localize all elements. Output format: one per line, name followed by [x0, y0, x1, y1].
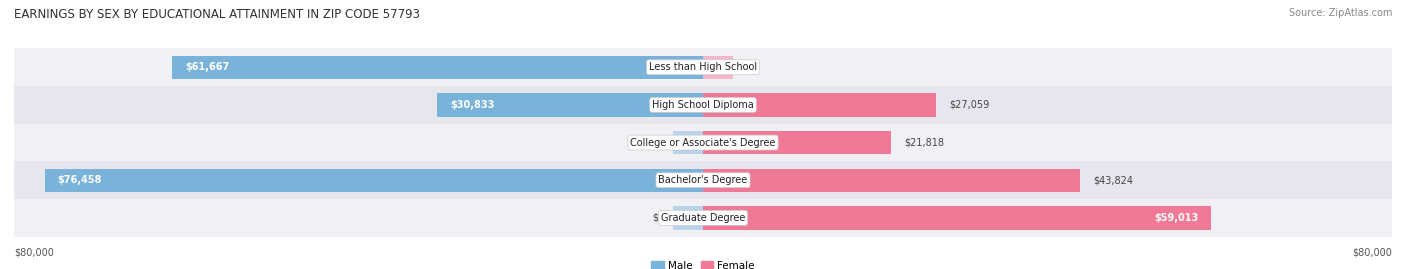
- Bar: [703, 206, 1211, 229]
- Bar: [673, 206, 703, 229]
- Text: $80,000: $80,000: [14, 247, 53, 257]
- FancyBboxPatch shape: [14, 86, 1392, 124]
- Text: $30,833: $30,833: [450, 100, 495, 110]
- Text: College or Associate's Degree: College or Associate's Degree: [630, 137, 776, 148]
- Text: Source: ZipAtlas.com: Source: ZipAtlas.com: [1288, 8, 1392, 18]
- Text: $43,824: $43,824: [1094, 175, 1133, 185]
- Text: High School Diploma: High School Diploma: [652, 100, 754, 110]
- FancyBboxPatch shape: [14, 124, 1392, 161]
- Text: EARNINGS BY SEX BY EDUCATIONAL ATTAINMENT IN ZIP CODE 57793: EARNINGS BY SEX BY EDUCATIONAL ATTAINMEN…: [14, 8, 420, 21]
- Legend: Male, Female: Male, Female: [647, 257, 759, 269]
- Bar: [673, 131, 703, 154]
- Text: Less than High School: Less than High School: [650, 62, 756, 72]
- Text: $76,458: $76,458: [58, 175, 101, 185]
- Bar: [703, 56, 733, 79]
- Text: $21,818: $21,818: [904, 137, 943, 148]
- Text: $0: $0: [652, 213, 664, 223]
- FancyBboxPatch shape: [14, 199, 1392, 237]
- FancyBboxPatch shape: [14, 48, 1392, 86]
- Text: $80,000: $80,000: [1353, 247, 1392, 257]
- Text: $0: $0: [742, 62, 754, 72]
- Bar: [703, 131, 891, 154]
- Text: $61,667: $61,667: [184, 62, 229, 72]
- Bar: [703, 169, 1080, 192]
- Text: $27,059: $27,059: [949, 100, 990, 110]
- Bar: [172, 56, 703, 79]
- Text: $0: $0: [652, 137, 664, 148]
- Text: $59,013: $59,013: [1154, 213, 1198, 223]
- Bar: [437, 93, 703, 116]
- FancyBboxPatch shape: [14, 161, 1392, 199]
- Bar: [703, 93, 936, 116]
- Text: Graduate Degree: Graduate Degree: [661, 213, 745, 223]
- Bar: [45, 169, 703, 192]
- Text: Bachelor's Degree: Bachelor's Degree: [658, 175, 748, 185]
